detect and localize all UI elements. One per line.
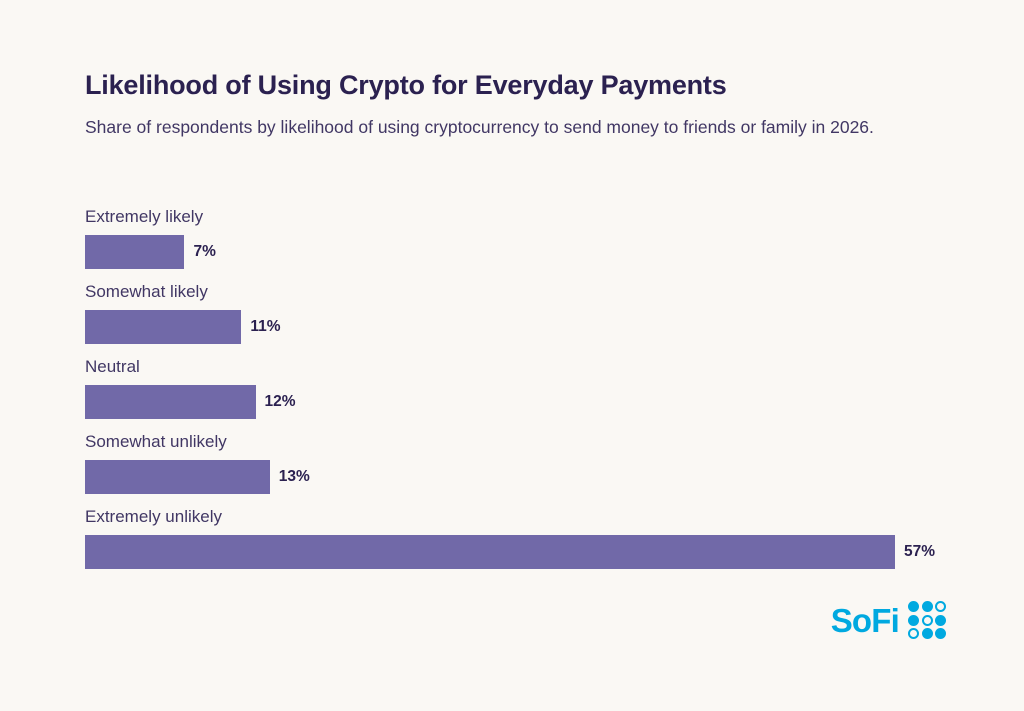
bar-row: 7%	[85, 235, 216, 269]
bar-chart-plot: Extremely likely 7% Somewhat likely 11% Neut…	[85, 208, 965, 583]
bar-category-label: Somewhat unlikely	[85, 432, 227, 451]
bar-group: Somewhat unlikely 13%	[85, 433, 965, 508]
bar-category-label: Somewhat likely	[85, 282, 208, 301]
logo-dot-filled	[935, 628, 946, 639]
bar-value-label: 11%	[250, 318, 281, 335]
bar-row: 13%	[85, 460, 310, 494]
sofi-logo: SoFi	[831, 598, 946, 642]
bar-row: 11%	[85, 310, 280, 344]
chart-subtitle: Share of respondents by likelihood of us…	[85, 117, 874, 138]
bar	[85, 310, 242, 344]
logo-dot-filled	[935, 614, 946, 626]
logo-dot-filled	[908, 614, 919, 626]
logo-dot-filled	[908, 601, 919, 612]
logo-dot-outline	[908, 628, 919, 639]
logo-dot-outline	[935, 601, 946, 612]
bar-value-label: 57%	[904, 543, 936, 560]
sofi-wordmark: SoFi	[830, 601, 900, 639]
page-title: Likelihood of Using Crypto for Everyday …	[85, 70, 727, 100]
bar-row: 12%	[85, 385, 296, 419]
bar-group: Extremely unlikely 57%	[85, 508, 965, 583]
bar	[85, 235, 185, 269]
bar-category-label: Neutral	[85, 357, 140, 376]
bar-value-label: 7%	[193, 243, 216, 260]
bar-group: Neutral 12%	[85, 358, 965, 433]
bar-value-label: 13%	[278, 468, 310, 485]
bar-category-label: Extremely unlikely	[85, 507, 222, 526]
bar-row: 57%	[85, 535, 935, 569]
bar	[85, 385, 256, 419]
bar	[85, 460, 270, 494]
bar-group: Extremely likely 7%	[85, 208, 965, 283]
logo-dot-outline	[921, 614, 933, 626]
bar-value-label: 12%	[264, 393, 296, 410]
chart-header: Likelihood of Using Crypto for Everyday …	[85, 70, 945, 140]
bar-category-label: Extremely likely	[85, 207, 204, 226]
logo-dot-filled	[921, 601, 933, 612]
bar	[85, 535, 895, 569]
bar-group: Somewhat likely 11%	[85, 283, 965, 358]
sofi-dot-grid-icon	[908, 601, 946, 639]
logo-dot-filled	[921, 628, 933, 639]
